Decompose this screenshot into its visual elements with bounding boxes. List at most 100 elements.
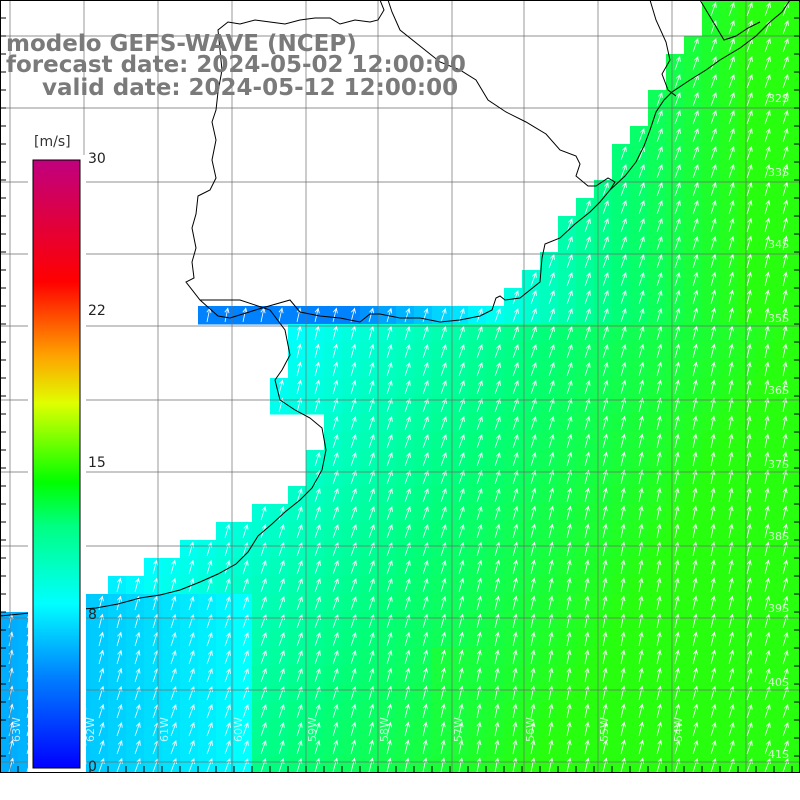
wind-arrow-icon [656, 721, 662, 737]
wind-arrow-icon [422, 470, 429, 485]
wind-arrow-icon [638, 505, 644, 521]
wind-speed-cell [504, 558, 523, 577]
wind-arrow-icon [476, 559, 483, 575]
wind-speed-cell [684, 612, 703, 631]
wind-speed-cell [450, 738, 469, 757]
wind-arrow-icon [134, 703, 141, 719]
wind-speed-cell [666, 432, 685, 451]
wind-arrow-icon [350, 596, 357, 611]
wind-arrow-icon [728, 145, 735, 161]
wind-arrow-icon [314, 721, 321, 737]
wind-arrow-icon [710, 487, 716, 503]
wind-arrow-icon [476, 380, 483, 395]
wind-arrow-icon [710, 217, 717, 233]
wind-arrow-icon [386, 577, 393, 593]
wind-arrow-icon [548, 721, 554, 737]
wind-arrow-icon [584, 613, 590, 629]
wind-speed-cell [468, 738, 487, 757]
wind-arrow-icon [692, 92, 699, 107]
wind-arrow-icon [692, 433, 698, 449]
wind-speed-cell [684, 648, 703, 667]
wind-arrow-icon [494, 649, 500, 665]
wind-arrow-icon [584, 236, 591, 251]
wind-arrow-icon [764, 577, 770, 593]
wind-speed-cell [738, 396, 757, 415]
wind-arrow-icon [764, 181, 771, 197]
wind-arrow-icon [440, 380, 447, 395]
wind-arrow-icon [494, 739, 500, 755]
wind-speed-cell [612, 414, 631, 433]
wind-arrow-icon [764, 505, 770, 521]
wind-arrow-icon [602, 433, 608, 449]
wind-speed-cell [594, 558, 613, 577]
wind-arrow-icon [728, 110, 735, 125]
wind-speed-cell [756, 198, 775, 217]
wind-speed-cell [666, 648, 685, 667]
wind-arrow-icon [620, 254, 627, 269]
wind-arrow-icon [674, 271, 681, 287]
wind-arrow-icon [674, 433, 680, 449]
wind-arrow-icon [602, 667, 608, 683]
wind-speed-cell [648, 324, 667, 343]
wind-speed-cell [612, 450, 631, 469]
wind-speed-cell [702, 666, 721, 685]
wind-arrow-icon [620, 379, 627, 395]
wind-arrow-icon [746, 433, 752, 449]
wind-arrow-icon [620, 469, 626, 485]
wind-arrow-icon [314, 487, 321, 503]
wind-arrow-icon [692, 164, 699, 179]
wind-speed-cell [720, 486, 739, 505]
wind-speed-cell [594, 756, 613, 773]
wind-arrow-icon [188, 631, 195, 647]
wind-speed-cell [630, 486, 649, 505]
wind-arrow-icon [710, 469, 716, 485]
wind-arrow-icon [656, 487, 662, 503]
wind-arrow-icon [620, 307, 627, 323]
wind-arrow-icon [782, 451, 788, 467]
wind-speed-cell [792, 414, 800, 433]
wind-speed-cell [702, 540, 721, 559]
colorbar-tick-15: 15 [88, 455, 106, 471]
wind-arrow-icon [332, 307, 338, 323]
wind-speed-cell [684, 306, 703, 325]
wind-arrow-icon [656, 649, 662, 665]
wind-arrow-icon [530, 523, 536, 539]
lon-label: 55W [598, 717, 611, 742]
wind-speed-cell [594, 522, 613, 541]
wind-speed-cell [720, 378, 739, 397]
wind-speed-cell [630, 414, 649, 433]
wind-arrow-icon [620, 595, 626, 611]
wind-arrow-icon [404, 667, 411, 683]
wind-arrow-icon [728, 217, 735, 233]
wind-arrow-icon [782, 253, 788, 269]
wind-arrow-icon [458, 757, 464, 773]
wind-arrow-icon [494, 595, 500, 611]
uruguay-coast [185, 0, 616, 323]
wind-arrow-icon [674, 397, 680, 413]
wind-arrow-icon [692, 235, 699, 251]
wind-arrow-icon [764, 271, 770, 287]
wind-arrow-icon [764, 199, 771, 215]
wind-speed-cell [162, 756, 181, 773]
lon-label: 58W [378, 717, 391, 742]
wind-arrow-icon [746, 415, 752, 431]
wind-speed-cell [432, 702, 451, 721]
wind-speed-cell [666, 450, 685, 469]
wind-speed-cell [90, 630, 109, 649]
colorbar-tick-0: 0 [88, 759, 97, 775]
wind-speed-cell [648, 522, 667, 541]
wind-arrow-icon [386, 361, 393, 377]
wind-arrow-icon [386, 452, 393, 467]
wind-speed-cell [108, 576, 127, 595]
wind-speed-cell [288, 360, 307, 379]
wind-arrow-icon [746, 343, 752, 359]
wind-speed-cell [738, 414, 757, 433]
wind-speed-cell [522, 666, 541, 685]
wind-arrow-icon [170, 722, 177, 737]
wind-arrow-icon [548, 739, 554, 755]
wind-arrow-icon [134, 649, 141, 665]
coastline [0, 0, 791, 617]
wind-speed-cell [684, 594, 703, 613]
wind-arrow-icon [746, 235, 753, 251]
wind-speed-cell [774, 450, 793, 469]
